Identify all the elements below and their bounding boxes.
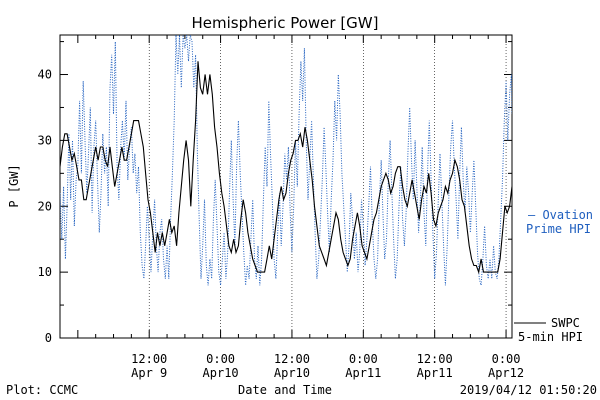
legend-ovation-line2: Prime HPI [526,222,591,236]
x-tick-label-date: Apr11 [345,366,381,380]
series-layer [60,35,512,286]
legend-swpc-line1: SWPC [551,316,580,330]
x-tick-label-time: 0:00 [349,352,378,366]
x-tick-label-time: 0:00 [206,352,235,366]
x-tick-label-date: Apr10 [274,366,310,380]
x-tick-label-time: 12:00 [274,352,310,366]
footer-timestamp: 2019/04/12 01:50:20 [460,383,597,397]
x-tick-label-date: Apr11 [417,366,453,380]
x-tick-label-time: 0:00 [492,352,521,366]
x-tick-label-date: Apr12 [488,366,524,380]
legend-ovation-line1: — Ovation [528,208,593,222]
y-tick-label: 0 [45,331,52,345]
y-tick-label: 30 [38,133,52,147]
series-ovation-prime-line [60,35,512,286]
axis-ticks [60,35,512,339]
x-tick-label-time: 12:00 [417,352,453,366]
x-axis-label: Date and Time [238,383,332,397]
series-swpc-line [60,61,512,275]
x-tick-label-date: Apr10 [203,366,239,380]
x-tick-label-date: Apr 9 [131,366,167,380]
vertical-gridlines [148,35,507,338]
y-tick-label: 20 [38,199,52,213]
chart-title: Hemispheric Power [GW] [192,14,379,32]
legend-swpc-line2: 5-min HPI [518,330,583,344]
y-tick-label: 40 [38,68,52,82]
y-tick-labels: 0 10 20 30 40 [38,68,52,345]
footer-credit: Plot: CCMC [6,383,78,397]
plot-frame [59,34,513,339]
y-axis-label: P [GW] [7,164,21,207]
x-tick-label-time: 12:00 [131,352,167,366]
y-tick-label: 10 [38,265,52,279]
